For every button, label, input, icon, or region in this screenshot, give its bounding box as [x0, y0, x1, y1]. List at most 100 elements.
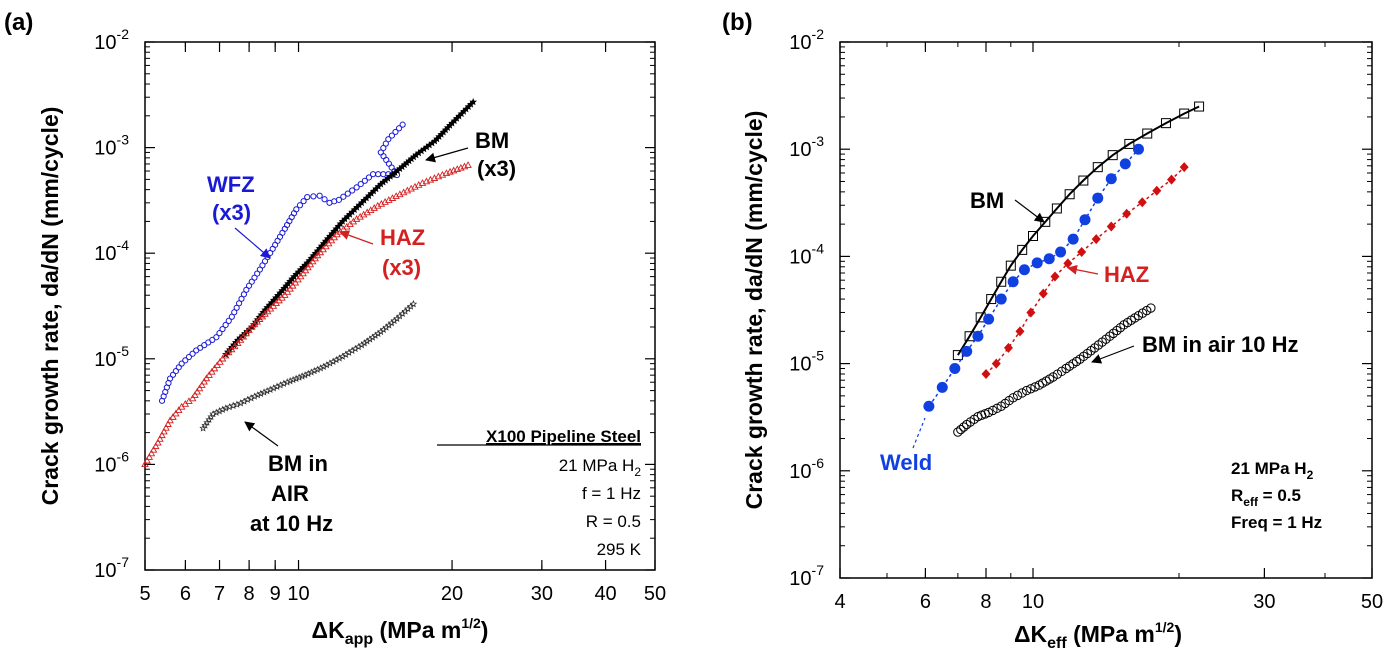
- panel-b-frame: [839, 41, 1373, 579]
- info-b-r: Reff = 0.5: [1231, 486, 1301, 509]
- x-tick-label: 50: [644, 583, 666, 605]
- y-tick-label: 10-7: [789, 562, 824, 590]
- data-point: [210, 364, 219, 372]
- data-point: [193, 387, 202, 395]
- data-point: [1194, 101, 1205, 112]
- data-point: [426, 175, 435, 183]
- data-point: [420, 145, 428, 153]
- data-point: [1021, 385, 1032, 396]
- data-point: [386, 172, 395, 180]
- label-b-bm: BM: [970, 188, 1004, 213]
- data-point: [330, 227, 338, 235]
- data-point: [300, 198, 307, 205]
- series-wfz-x3: [158, 121, 406, 404]
- data-point: [1017, 244, 1028, 255]
- data-point: [448, 119, 456, 127]
- info-b-h2: 21 MPa H2: [1231, 459, 1314, 482]
- data-point: [996, 276, 1007, 287]
- data-point: [995, 293, 1007, 305]
- panel-a-data: [141, 98, 477, 468]
- data-point: [147, 449, 156, 457]
- y-tick-label: 10-4: [94, 237, 129, 265]
- data-point: [400, 160, 409, 169]
- data-point: [169, 371, 177, 378]
- data-point: [239, 332, 248, 340]
- panel-a-ticks: 10-7 10-6 10-5 10-4 10-3 10-2 5 6 7 8 9 10 20 30 40 50: [94, 26, 666, 605]
- data-point: [191, 391, 199, 398]
- panel-b-ticks: 10-7 10-6 10-5 10-4 10-3 10-2 4 6 8 10 30 50: [789, 26, 1383, 613]
- data-point: [1179, 108, 1190, 119]
- series-line: [985, 166, 1185, 375]
- y-tick-label: 10-6: [789, 455, 824, 483]
- data-point: [379, 178, 387, 186]
- data-point: [1017, 388, 1027, 398]
- data-point: [340, 193, 347, 200]
- data-point: [398, 162, 406, 171]
- data-point: [450, 116, 459, 125]
- data-point: [369, 187, 378, 195]
- data-point: [290, 272, 298, 280]
- data-point: [208, 367, 216, 375]
- data-point: [1012, 390, 1023, 401]
- data-point: [1092, 162, 1103, 173]
- data-point: [185, 353, 193, 361]
- data-point: [983, 313, 995, 325]
- data-point: [388, 132, 396, 139]
- data-point: [299, 263, 307, 271]
- panel-b-data: [923, 101, 1205, 437]
- data-point: [352, 215, 361, 222]
- data-point: [1018, 264, 1030, 276]
- data-point: [154, 438, 162, 446]
- data-point: [236, 335, 245, 343]
- data-point: [374, 182, 383, 190]
- data-point: [961, 345, 973, 357]
- data-point: [988, 405, 998, 416]
- label-haz: HAZ: [380, 225, 425, 250]
- data-point: [418, 179, 427, 186]
- data-point: [1105, 173, 1117, 185]
- label-b-weld: Weld: [880, 450, 932, 475]
- x-tick-label: 50: [1361, 591, 1383, 613]
- label-air-1: BM in: [268, 451, 328, 476]
- data-point: [164, 420, 172, 427]
- data-point: [274, 291, 282, 299]
- data-point: [422, 177, 431, 185]
- data-point: [443, 123, 452, 131]
- x-tick-label: 30: [1253, 591, 1275, 613]
- label-bm: BM: [475, 128, 509, 153]
- arrow-wfz: [234, 227, 271, 259]
- data-point: [952, 350, 963, 361]
- data-point: [143, 456, 151, 464]
- data-point: [366, 206, 375, 214]
- label-haz-x3: (x3): [382, 255, 421, 280]
- data-point: [156, 435, 164, 442]
- data-point: [283, 378, 292, 386]
- data-point: [1122, 208, 1132, 219]
- series-bm-in-air-10-hz: [953, 303, 1156, 437]
- y-tick-label: 10-2: [94, 26, 129, 54]
- y-tick-label: 10-2: [789, 26, 824, 54]
- data-point: [446, 121, 454, 129]
- data-point: [1067, 233, 1079, 245]
- data-point: [1050, 271, 1060, 282]
- data-point: [149, 445, 158, 453]
- data-point: [1031, 257, 1043, 269]
- data-point: [357, 180, 364, 188]
- data-point: [343, 212, 352, 220]
- y-tick-label: 10-7: [94, 554, 129, 582]
- data-point: [242, 329, 250, 337]
- arrow-air: [244, 421, 279, 447]
- data-point: [301, 261, 309, 269]
- data-point: [1064, 189, 1075, 200]
- data-point: [992, 403, 1002, 414]
- data-point: [360, 196, 368, 204]
- data-point: [469, 98, 477, 106]
- panel-a-tag: (a): [4, 9, 33, 36]
- data-point: [457, 109, 466, 118]
- data-point: [1108, 328, 1119, 339]
- data-point: [321, 237, 330, 245]
- data-point: [392, 128, 399, 136]
- y-tick-label: 10-5: [94, 343, 129, 371]
- data-point: [267, 298, 276, 306]
- data-point: [360, 339, 369, 347]
